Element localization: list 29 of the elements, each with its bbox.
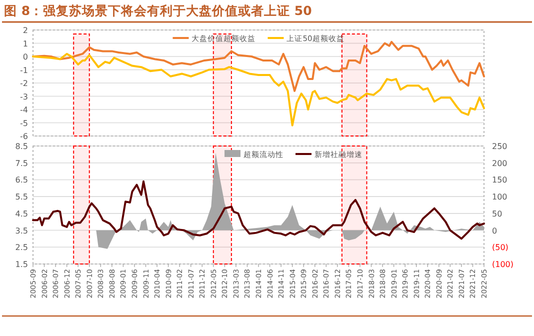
- y2-tick-label: (100): [492, 260, 514, 269]
- y-tick-label: 4.5: [15, 209, 28, 218]
- y2-tick-label: 50: [492, 209, 502, 218]
- chart-title: 图 8：强复苏场景下将会有利于大盘价值或者上证 50: [4, 3, 312, 18]
- y2-tick-label: 100: [492, 192, 508, 202]
- y-tick-label: -6: [20, 132, 28, 141]
- y-tick-label: 6.5: [15, 176, 28, 185]
- y-tick-label: 0: [22, 52, 28, 62]
- y-tick-label: -3: [20, 92, 28, 102]
- y-tick-label: 1.5: [15, 260, 28, 269]
- y-tick-label: 3.5: [15, 226, 28, 236]
- y-tick-label: 2.5: [15, 243, 28, 252]
- y2-tick-label: 150: [492, 176, 508, 185]
- line-series: [32, 40, 485, 92]
- y2-tick-label: 200: [492, 158, 508, 168]
- y-tick-label: 1: [22, 39, 28, 48]
- y2-tick-label: (50): [492, 243, 508, 252]
- y-tick-label: -2: [20, 79, 28, 88]
- y-tick-label: 5.5: [15, 192, 28, 202]
- y-tick-label: 7.5: [15, 158, 28, 168]
- y-tick-label: -5: [20, 118, 28, 128]
- y2-tick-label: 0: [492, 226, 498, 236]
- y-tick-label: 8.5: [15, 142, 28, 151]
- y-tick-label: -4: [20, 106, 28, 114]
- line-series: [32, 180, 485, 240]
- y-tick-label: 2: [22, 26, 28, 35]
- y-tick-label: -1: [20, 66, 28, 75]
- line-series: [32, 52, 485, 126]
- y2-tick-label: 250: [492, 142, 508, 151]
